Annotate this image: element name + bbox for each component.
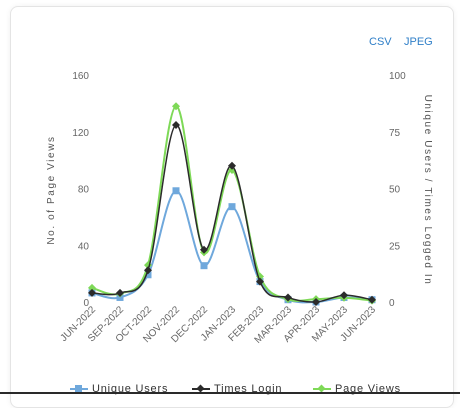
data-point[interactable] [229, 203, 236, 210]
y-tick-label: 120 [72, 128, 89, 139]
y2-tick-label: 100 [389, 71, 406, 82]
plot-area [88, 102, 376, 306]
series-unique-users [89, 187, 376, 305]
line-chart: 0 40 80 120 160 0 25 50 75 100 JUN-2022SEP-2022O… [0, 0, 460, 398]
legend: Unique Users Times Login Page Views [0, 383, 460, 399]
divider [0, 392, 460, 394]
y2-tick-label: 75 [389, 128, 401, 139]
series-line [92, 125, 372, 302]
y-tick-label: 160 [72, 71, 89, 82]
y2-tick-label: 25 [389, 241, 401, 252]
x-axis-ticks: JUN-2022SEP-2022OCT-2022NOV-2022DEC-2022… [59, 304, 379, 346]
y2-tick-label: 50 [389, 185, 401, 196]
left-axis-title: No. of Page Views [46, 135, 57, 244]
right-axis-ticks: 0 25 50 75 100 [389, 71, 406, 309]
y-tick-label: 40 [78, 241, 90, 252]
data-point[interactable] [173, 187, 180, 194]
y-tick-label: 80 [78, 185, 90, 196]
right-axis-title: Unique Users / Times Logged In [422, 95, 433, 286]
y2-tick-label: 0 [389, 298, 395, 309]
series-times-login [88, 121, 376, 306]
data-point[interactable] [201, 262, 208, 269]
